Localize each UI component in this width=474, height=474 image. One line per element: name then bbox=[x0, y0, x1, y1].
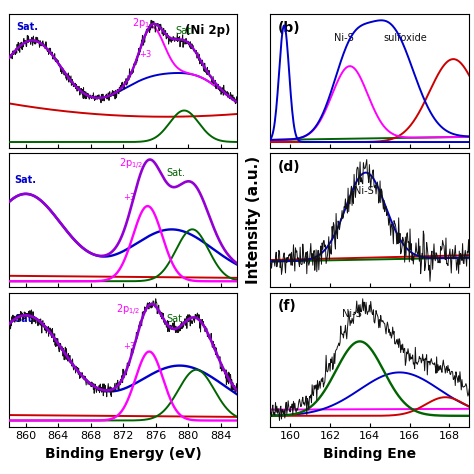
Text: Intensity (a.u.): Intensity (a.u.) bbox=[246, 156, 261, 284]
Text: +3: +3 bbox=[123, 342, 136, 351]
Text: (Ni 2p): (Ni 2p) bbox=[185, 24, 230, 36]
Text: sulfoxide: sulfoxide bbox=[383, 33, 428, 43]
X-axis label: Binding Energy (eV): Binding Energy (eV) bbox=[45, 447, 201, 461]
Text: (f): (f) bbox=[278, 300, 297, 313]
X-axis label: Binding Ene: Binding Ene bbox=[323, 447, 416, 461]
Text: Sat.: Sat. bbox=[14, 314, 36, 324]
Text: Ni-S: Ni-S bbox=[342, 309, 362, 319]
Text: 2p$_{1/2}$: 2p$_{1/2}$ bbox=[117, 302, 141, 318]
Text: Sat.: Sat. bbox=[175, 26, 194, 36]
Text: (d): (d) bbox=[278, 160, 301, 174]
Text: 2p$_{1/2}$: 2p$_{1/2}$ bbox=[118, 156, 143, 172]
Text: Sat.: Sat. bbox=[16, 22, 38, 32]
Text: Sat.: Sat. bbox=[166, 314, 185, 324]
Text: +3: +3 bbox=[139, 50, 151, 59]
Text: Sat.: Sat. bbox=[14, 175, 36, 185]
Text: Sat.: Sat. bbox=[166, 168, 185, 178]
Text: Ni-S: Ni-S bbox=[354, 186, 374, 196]
Text: 2p$_{1/2}$: 2p$_{1/2}$ bbox=[132, 18, 157, 32]
Text: +3: +3 bbox=[123, 193, 136, 202]
Text: (b): (b) bbox=[278, 21, 301, 35]
Text: Ni-S: Ni-S bbox=[334, 33, 354, 43]
